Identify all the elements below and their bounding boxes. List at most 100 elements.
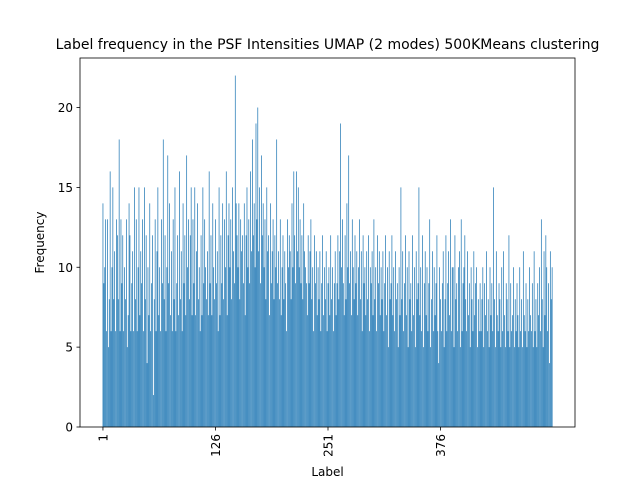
bar (441, 283, 443, 427)
bar (409, 299, 411, 427)
bar (132, 251, 134, 427)
bar (233, 251, 234, 427)
bar (539, 267, 540, 427)
bar (474, 315, 476, 427)
bar (405, 315, 407, 427)
bar (511, 331, 512, 427)
bar (251, 251, 252, 427)
bar (522, 347, 523, 427)
bar (115, 331, 116, 427)
bar (271, 251, 273, 427)
bar (144, 187, 145, 427)
bar (425, 315, 427, 427)
bar (546, 267, 548, 427)
bar (102, 203, 104, 427)
bar (307, 235, 309, 427)
bar (514, 299, 516, 427)
bar (324, 267, 325, 427)
bar (261, 155, 262, 427)
bar (459, 251, 460, 427)
bar (231, 299, 233, 427)
bar (200, 235, 202, 427)
bar (133, 331, 134, 427)
bar (407, 347, 409, 427)
bar (513, 267, 514, 427)
bar (125, 219, 127, 427)
bar (142, 219, 143, 427)
bar (263, 267, 265, 427)
bar (423, 283, 425, 427)
bar (442, 251, 444, 427)
bar (222, 203, 224, 427)
bar (500, 347, 502, 427)
bar (225, 171, 227, 427)
bar (448, 251, 449, 427)
bar (164, 235, 166, 427)
y-tick-label: 20 (58, 101, 73, 115)
bar (322, 235, 323, 427)
bar (527, 299, 529, 427)
bar (331, 299, 332, 427)
bar (205, 267, 206, 427)
bar (452, 267, 454, 427)
bar (300, 283, 302, 427)
bar (236, 235, 238, 427)
bar (118, 139, 120, 427)
bar (278, 251, 279, 427)
bar (364, 267, 366, 427)
bar (450, 219, 451, 427)
bar (365, 315, 367, 427)
bar (148, 315, 150, 427)
bar (491, 283, 493, 427)
bar (189, 235, 191, 427)
bar (399, 315, 401, 427)
bar (369, 267, 371, 427)
bar (282, 235, 284, 427)
bar (122, 235, 124, 427)
bar (329, 315, 331, 427)
bar (176, 283, 178, 427)
bar (220, 235, 222, 427)
bar (369, 331, 370, 427)
bar (247, 267, 249, 427)
bar (134, 187, 135, 427)
bar (196, 251, 197, 427)
bar (388, 251, 390, 427)
bar (542, 347, 544, 427)
bar (482, 267, 484, 427)
bar (165, 331, 167, 427)
bar (540, 331, 541, 427)
bar (283, 299, 285, 427)
bar (295, 283, 296, 427)
bar (436, 235, 438, 427)
bar (298, 267, 300, 427)
bar (420, 267, 422, 427)
bar (161, 219, 162, 427)
bar (287, 219, 288, 427)
bar (351, 219, 353, 427)
bar (245, 235, 247, 427)
bar (483, 347, 485, 427)
bar (341, 267, 342, 427)
bar (532, 347, 534, 427)
bar (404, 283, 405, 427)
bar (440, 299, 441, 427)
bar (243, 203, 245, 427)
bar (135, 219, 137, 427)
bar (117, 299, 119, 427)
bar (446, 331, 448, 427)
bar (510, 283, 512, 427)
bar (107, 347, 109, 427)
bar (505, 283, 507, 427)
bar (348, 155, 350, 427)
bar (317, 267, 319, 427)
bar (241, 251, 242, 427)
bar (342, 283, 344, 427)
bar (336, 283, 338, 427)
bar (410, 283, 412, 427)
bar (286, 331, 287, 427)
bar (499, 299, 501, 427)
bar (315, 251, 317, 427)
bar (543, 251, 545, 427)
bar (463, 267, 465, 427)
